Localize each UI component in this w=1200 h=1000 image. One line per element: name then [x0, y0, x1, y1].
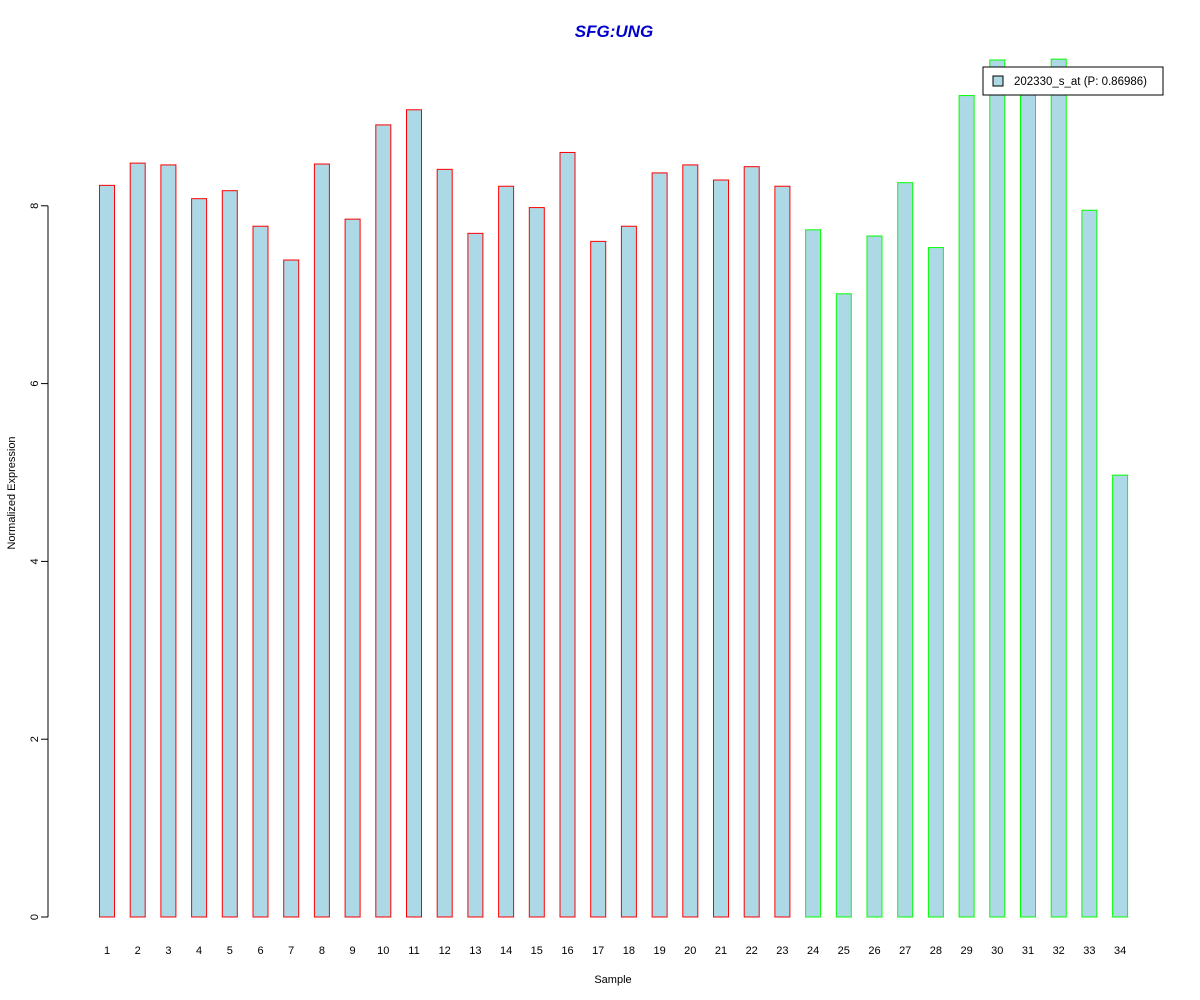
bar-sample-7 [283, 259, 300, 918]
x-tick-label: 23 [776, 945, 788, 957]
x-tick-label: 14 [500, 945, 512, 957]
legend-swatch [992, 75, 1004, 87]
bar-sample-11 [406, 109, 422, 918]
x-tick-label: 26 [868, 945, 880, 957]
bar-sample-9 [344, 218, 361, 918]
bar-sample-33 [1081, 209, 1098, 918]
y-axis-label: Normalized Expression [6, 436, 18, 549]
x-tick-label: 19 [653, 945, 665, 957]
y-axis: 0 2 4 6 8 [29, 203, 49, 920]
bar-sample-20 [682, 164, 699, 918]
bar-sample-1 [99, 184, 115, 918]
x-tick-label: 8 [319, 945, 325, 957]
bar-sample-32 [1050, 58, 1067, 918]
y-tick-label: 0 [29, 914, 41, 920]
x-tick-label: 4 [196, 945, 202, 957]
x-tick-label: 7 [288, 945, 294, 957]
bar-sample-25 [835, 293, 852, 918]
bar-sample-30 [989, 59, 1006, 918]
x-tick-label: 16 [561, 945, 573, 957]
bar-sample-28 [927, 247, 944, 918]
legend-label: 202330_s_at (P: 0.86986) [1014, 76, 1147, 88]
bar-sample-21 [713, 179, 729, 918]
bar-sample-2 [129, 162, 146, 918]
bar-sample-31 [1020, 84, 1036, 918]
bar-sample-19 [651, 172, 668, 918]
x-tick-label: 12 [439, 945, 451, 957]
x-tick-label: 2 [135, 945, 141, 957]
x-tick-label: 29 [960, 945, 972, 957]
x-tick-label: 21 [715, 945, 727, 957]
x-tick-labels: 1 2 3 4 5 6 7 8 9 10 11 12 13 14 15 16 17 18 19 20 21 22 23 24 2… [104, 945, 1126, 957]
x-tick-label: 9 [350, 945, 356, 957]
bar-sample-29 [958, 95, 975, 918]
legend: 202330_s_at (P: 0.86986) [982, 66, 1164, 96]
x-tick-label: 27 [899, 945, 911, 957]
y-tick-label: 2 [29, 736, 41, 742]
bar-sample-15 [528, 207, 545, 918]
bar-sample-14 [498, 185, 515, 918]
bar-sample-16 [559, 151, 576, 918]
x-tick-label: 24 [807, 945, 819, 957]
x-tick-label: 25 [838, 945, 850, 957]
x-tick-label: 17 [592, 945, 604, 957]
bar-sample-4 [191, 198, 208, 918]
x-tick-label: 28 [930, 945, 942, 957]
x-tick-label: 31 [1022, 945, 1034, 957]
x-tick-label: 3 [165, 945, 171, 957]
y-tick-label: 8 [29, 203, 41, 209]
x-tick-label: 34 [1114, 945, 1126, 957]
x-tick-label: 13 [469, 945, 481, 957]
bar-sample-24 [805, 229, 822, 918]
bar-sample-23 [774, 185, 791, 918]
bar-series [99, 58, 1129, 918]
x-tick-label: 32 [1053, 945, 1065, 957]
x-tick-label: 18 [623, 945, 635, 957]
x-tick-label: 20 [684, 945, 696, 957]
bar-sample-27 [897, 182, 914, 918]
x-tick-label: 11 [408, 945, 419, 957]
bar-sample-13 [467, 232, 484, 918]
x-tick-label: 15 [531, 945, 543, 957]
chart-title: SFG:UNG [575, 22, 653, 41]
bar-sample-34 [1112, 474, 1129, 918]
legend-box [982, 66, 1164, 96]
bar-sample-6 [252, 225, 269, 918]
bar-sample-10 [375, 124, 392, 918]
bar-sample-22 [743, 166, 760, 918]
x-tick-label: 1 [104, 945, 110, 957]
x-tick-label: 10 [377, 945, 389, 957]
x-axis-label: Sample [594, 974, 631, 986]
bar-sample-8 [313, 163, 330, 918]
x-tick-label: 30 [991, 945, 1003, 957]
y-tick-label: 6 [29, 381, 41, 387]
bar-sample-5 [221, 190, 238, 918]
x-tick-label: 6 [257, 945, 263, 957]
bar-sample-12 [436, 168, 453, 918]
bar-sample-18 [620, 225, 637, 918]
bar-sample-3 [160, 164, 177, 918]
bar-sample-17 [590, 240, 607, 918]
y-tick-label: 4 [29, 558, 41, 564]
bar-sample-26 [866, 235, 883, 918]
x-tick-label: 5 [227, 945, 233, 957]
x-tick-label: 22 [746, 945, 758, 957]
x-tick-label: 33 [1083, 945, 1095, 957]
